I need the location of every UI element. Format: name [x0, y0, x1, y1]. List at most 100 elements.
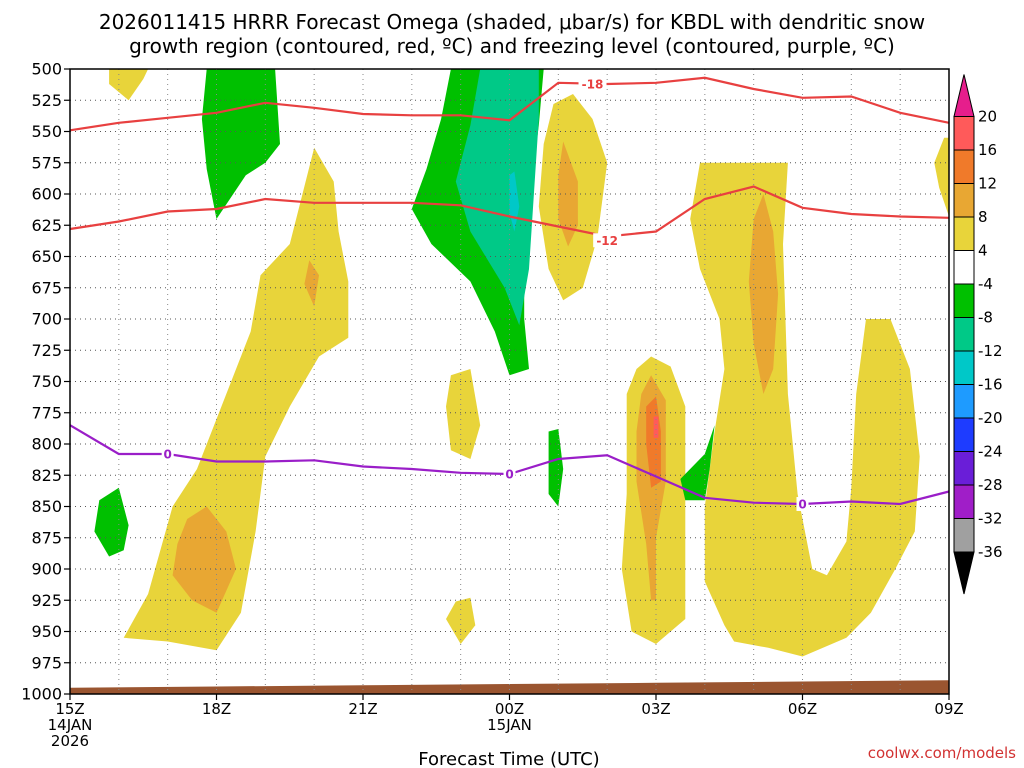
freezing-level-2-label: 0: [798, 498, 806, 512]
omega-region-4_to_8-5: [690, 162, 920, 657]
omega-shaded-fields: [94, 69, 949, 657]
colorbar-label-5: -4: [978, 275, 993, 293]
y-tick-label-850: 850: [31, 497, 62, 516]
omega-region-8_to_12-2: [748, 194, 779, 394]
gridlines: [70, 69, 949, 694]
colorbar-label-3: 8: [978, 208, 988, 226]
colorbar-swatch-9: [953, 417, 975, 452]
y-tick-label-775: 775: [31, 403, 62, 422]
isotherm--18-label: -18: [582, 78, 604, 92]
y-tick-label-675: 675: [31, 278, 62, 297]
colorbar-label-1: 16: [978, 141, 997, 159]
isotherm--12-line: [69, 185, 950, 238]
colorbar-swatch-1: [953, 149, 975, 184]
colorbar-swatch-0: [953, 116, 975, 151]
colorbar-label-12: -32: [978, 510, 1003, 528]
x-tick-label-15-0: 06Z: [788, 700, 817, 718]
y-tick-label-800: 800: [31, 435, 62, 454]
chart-title-line1: 2026011415 HRRR Forecast Omega (shaded, …: [99, 10, 925, 34]
y-tick-label-950: 950: [31, 622, 62, 641]
colorbar-swatch-10: [953, 451, 975, 486]
colorbar-swatch-11: [953, 484, 975, 519]
freezing-level-1-label: 0: [505, 468, 513, 482]
x-tick-label-0-2: 2026: [51, 732, 89, 750]
omega-region--8_to_-12-0: [455, 69, 539, 326]
omega-region--4_to_-8-0: [201, 69, 280, 219]
chart-title-line2: growth region (contoured, red, ºC) and f…: [129, 34, 895, 58]
y-tick-label-1000: 1000: [21, 685, 62, 704]
x-tick-label-6-0: 21Z: [348, 700, 377, 718]
colorbar-swatch-7: [953, 350, 975, 385]
omega-region-4_to_8-7: [934, 137, 949, 217]
omega-region--4_to_-8-2: [94, 487, 129, 557]
ground-fill: [70, 680, 949, 694]
x-tick-label-9-0: 00Z: [495, 700, 524, 718]
omega-region-4_to_8-0: [109, 69, 149, 101]
omega-region-4_to_8-2: [446, 369, 481, 459]
colorbar-swatch-8: [953, 384, 975, 419]
freezing-level-0-label-bg: [161, 447, 174, 461]
x-tick-label-0-0: 15Z: [55, 700, 84, 718]
colorbar-bottom-arrow: [953, 551, 975, 595]
colorbar-label-9: -20: [978, 409, 1003, 427]
omega-region--4_to_-8-4: [680, 425, 715, 501]
x-axis-label: Forecast Time (UTC): [418, 749, 599, 768]
freezing-level-0-label: 0: [163, 448, 171, 462]
x-tick-label-12-0: 03Z: [641, 700, 670, 718]
contour-lines: -18 -12 0 0 0: [69, 76, 950, 512]
colorbar-label-8: -16: [978, 376, 1003, 394]
y-tick-label-750: 750: [31, 372, 62, 391]
isotherm--18-line: [69, 76, 950, 132]
site-credit: coolwx.com/models: [868, 744, 1016, 762]
colorbar-label-11: -28: [978, 476, 1003, 494]
y-tick-label-550: 550: [31, 122, 62, 141]
colorbar-swatch-4: [953, 250, 975, 285]
colorbar-label-10: -24: [978, 443, 1003, 461]
omega-region--4_to_-8-3: [548, 429, 564, 507]
ground-layer: [70, 680, 949, 694]
y-tick-label-825: 825: [31, 466, 62, 485]
omega-region-4_to_8-3: [446, 597, 476, 644]
omega-region-8_to_12-1: [558, 141, 578, 247]
omega-region-16_to_20-0: [653, 416, 659, 438]
colorbar-swatch-12: [953, 518, 975, 553]
y-tick-label-925: 925: [31, 591, 62, 610]
colorbar-label-2: 12: [978, 175, 997, 193]
colorbar-top-arrow: [953, 74, 975, 117]
isotherm--18-label-bg: [578, 77, 607, 91]
colorbar-label-13: -36: [978, 543, 1003, 561]
y-tick-label-575: 575: [31, 153, 62, 172]
y-tick-label-975: 975: [31, 653, 62, 672]
freezing-level-1-label-bg: [503, 467, 516, 481]
y-tick-label-650: 650: [31, 247, 62, 266]
omega-region-8_to_12-3: [172, 506, 236, 613]
y-tick-label-725: 725: [31, 341, 62, 360]
colorbar-swatch-3: [953, 216, 975, 251]
y-axis: 500 525 550 575 600 625 650 675 700 725 750 775 800 8…: [21, 60, 70, 704]
y-tick-label-700: 700: [31, 310, 62, 329]
colorbar-label-4: 4: [978, 242, 988, 260]
colorbar-swatch-2: [953, 183, 975, 218]
colorbar-swatch-6: [953, 317, 975, 352]
omega-region-8_to_12-0: [304, 260, 319, 307]
colorbar-swatch-5: [953, 283, 975, 318]
y-tick-label-500: 500: [31, 60, 62, 79]
y-tick-label-525: 525: [31, 91, 62, 110]
y-tick-label-875: 875: [31, 528, 62, 547]
y-tick-label-600: 600: [31, 185, 62, 204]
y-tick-label-900: 900: [31, 560, 62, 579]
x-tick-label-3-0: 18Z: [202, 700, 231, 718]
freezing-level-2-label-bg: [796, 497, 809, 511]
x-tick-label-18-0: 09Z: [934, 700, 963, 718]
colorbar-label-7: -12: [978, 342, 1003, 360]
colorbar-label-6: -8: [978, 309, 993, 327]
y-tick-label-625: 625: [31, 216, 62, 235]
x-tick-label-9-1: 15JAN: [487, 716, 532, 734]
isotherm--12-label: -12: [596, 234, 618, 248]
x-tick-label-0-1: 14JAN: [48, 716, 93, 734]
isotherm--12-label-bg: [593, 233, 622, 248]
colorbar: 20 16 12 8 4 -4 -8 -12 -16 -20 -24 -28 -32 -36: [953, 74, 1003, 595]
colorbar-label-0: 20: [978, 108, 997, 126]
